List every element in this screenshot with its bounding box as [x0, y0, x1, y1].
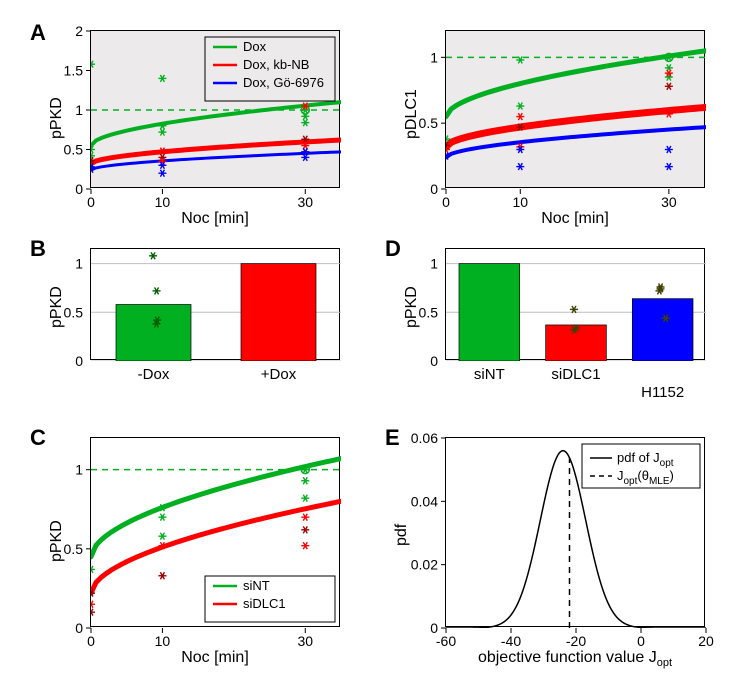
panel-a-right-plot: 0103000.51	[445, 30, 705, 188]
svg-text:0: 0	[87, 633, 95, 649]
svg-text:siDLC1: siDLC1	[551, 366, 600, 383]
panel-a-left-plot: DoxDox, kb-NBDox, Gö-69760103000.511.52	[90, 30, 340, 188]
x-axis-label: objective function value Jopt	[445, 649, 705, 669]
y-axis-label: pPKD	[48, 520, 66, 562]
x-axis-label: Noc [min]	[90, 210, 340, 228]
svg-text:1: 1	[75, 462, 83, 478]
svg-text:1: 1	[75, 102, 83, 118]
x-axis-label: Noc [min]	[445, 210, 705, 228]
svg-text:0.5: 0.5	[419, 115, 439, 131]
svg-text:-Dox: -Dox	[138, 366, 170, 383]
svg-text:0: 0	[442, 194, 450, 210]
y-axis-label: pdf	[393, 524, 411, 546]
svg-text:0: 0	[75, 181, 83, 197]
svg-text:2: 2	[75, 23, 83, 39]
svg-text:30: 30	[661, 194, 677, 210]
y-axis-label: pPKD	[403, 286, 421, 328]
svg-text:-60: -60	[436, 633, 456, 649]
svg-text:10: 10	[155, 194, 171, 210]
svg-text:0.5: 0.5	[64, 541, 84, 557]
svg-text:0.5: 0.5	[64, 304, 84, 320]
svg-text:0: 0	[87, 194, 95, 210]
svg-text:0.04: 0.04	[411, 493, 438, 509]
svg-text:10: 10	[512, 194, 528, 210]
panel-b-plot: 00.51-Dox+Dox	[90, 248, 340, 360]
svg-text:0.5: 0.5	[419, 304, 439, 320]
panel-e-plot: pdf of JoptJopt(θMLE)-60-40-2002000.020.…	[445, 437, 705, 627]
svg-text:0: 0	[75, 620, 83, 636]
svg-text:0: 0	[430, 181, 438, 197]
y-axis-label: pPKD	[48, 97, 66, 139]
svg-text:1: 1	[75, 256, 83, 272]
svg-text:20: 20	[698, 633, 714, 649]
svg-text:30: 30	[297, 194, 313, 210]
svg-text:0: 0	[430, 620, 438, 636]
panel-c-plot: siNTsiDLC10103000.51	[90, 437, 340, 627]
svg-text:30: 30	[297, 633, 313, 649]
svg-text:+Dox: +Dox	[261, 366, 297, 383]
svg-text:0: 0	[75, 353, 83, 369]
svg-text:siNT: siNT	[474, 366, 505, 383]
y-axis-label: pDLC1	[403, 89, 421, 139]
x-axis-label: Noc [min]	[90, 649, 340, 667]
svg-text:1: 1	[430, 49, 438, 65]
svg-text:1.5: 1.5	[64, 63, 84, 79]
svg-text:1: 1	[430, 256, 438, 272]
svg-text:-40: -40	[501, 633, 521, 649]
y-axis-label: pPKD	[48, 286, 66, 328]
svg-text:0.5: 0.5	[64, 142, 84, 158]
svg-text:-20: -20	[566, 633, 586, 649]
svg-text:0: 0	[430, 353, 438, 369]
panel-d-plot: 00.51siNTsiDLC1H1152	[445, 248, 705, 360]
svg-text:0.02: 0.02	[411, 557, 438, 573]
svg-text:0.06: 0.06	[411, 430, 438, 446]
svg-text:0: 0	[637, 633, 645, 649]
svg-text:10: 10	[155, 633, 171, 649]
svg-text:H1152: H1152	[641, 384, 684, 401]
